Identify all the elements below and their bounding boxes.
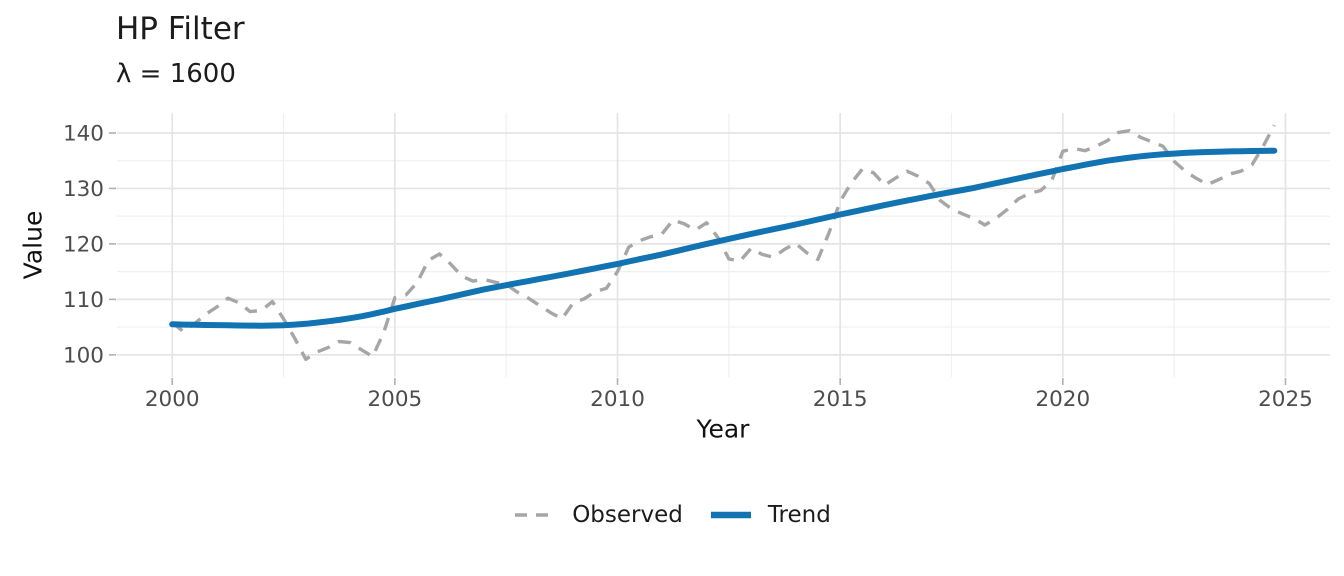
major-gridlines: [117, 113, 1330, 377]
svg-text:140: 140: [63, 121, 104, 146]
legend-label-observed: Observed: [572, 502, 683, 528]
svg-text:130: 130: [63, 177, 104, 202]
y-tick-labels: 100 110 120 130 140: [63, 121, 104, 368]
chart-title: HP Filter: [116, 11, 245, 47]
solid-line-icon: [710, 511, 751, 519]
trend-line: [169, 147, 1278, 329]
chart-subtitle: λ = 1600: [116, 59, 236, 89]
svg-text:2005: 2005: [368, 387, 423, 412]
svg-text:2010: 2010: [590, 387, 645, 412]
svg-text:110: 110: [63, 288, 104, 313]
legend-item-observed: Observed: [513, 501, 683, 529]
svg-text:120: 120: [63, 232, 104, 257]
x-axis-title: Year: [696, 414, 750, 444]
dashed-line-icon: [515, 513, 556, 517]
svg-text:2000: 2000: [145, 387, 200, 412]
svg-text:100: 100: [63, 343, 104, 368]
legend: Observed Trend: [0, 501, 1344, 529]
svg-text:2025: 2025: [1258, 387, 1313, 412]
svg-text:2015: 2015: [813, 387, 868, 412]
y-axis-title: Value: [18, 210, 48, 280]
legend-label-trend: Trend: [767, 502, 831, 528]
x-tick-labels: 2000 2005 2010 2015 2020 2025: [145, 387, 1313, 412]
legend-item-trend: Trend: [709, 501, 831, 529]
axis-ticks: [109, 132, 1287, 385]
svg-text:2020: 2020: [1035, 387, 1090, 412]
